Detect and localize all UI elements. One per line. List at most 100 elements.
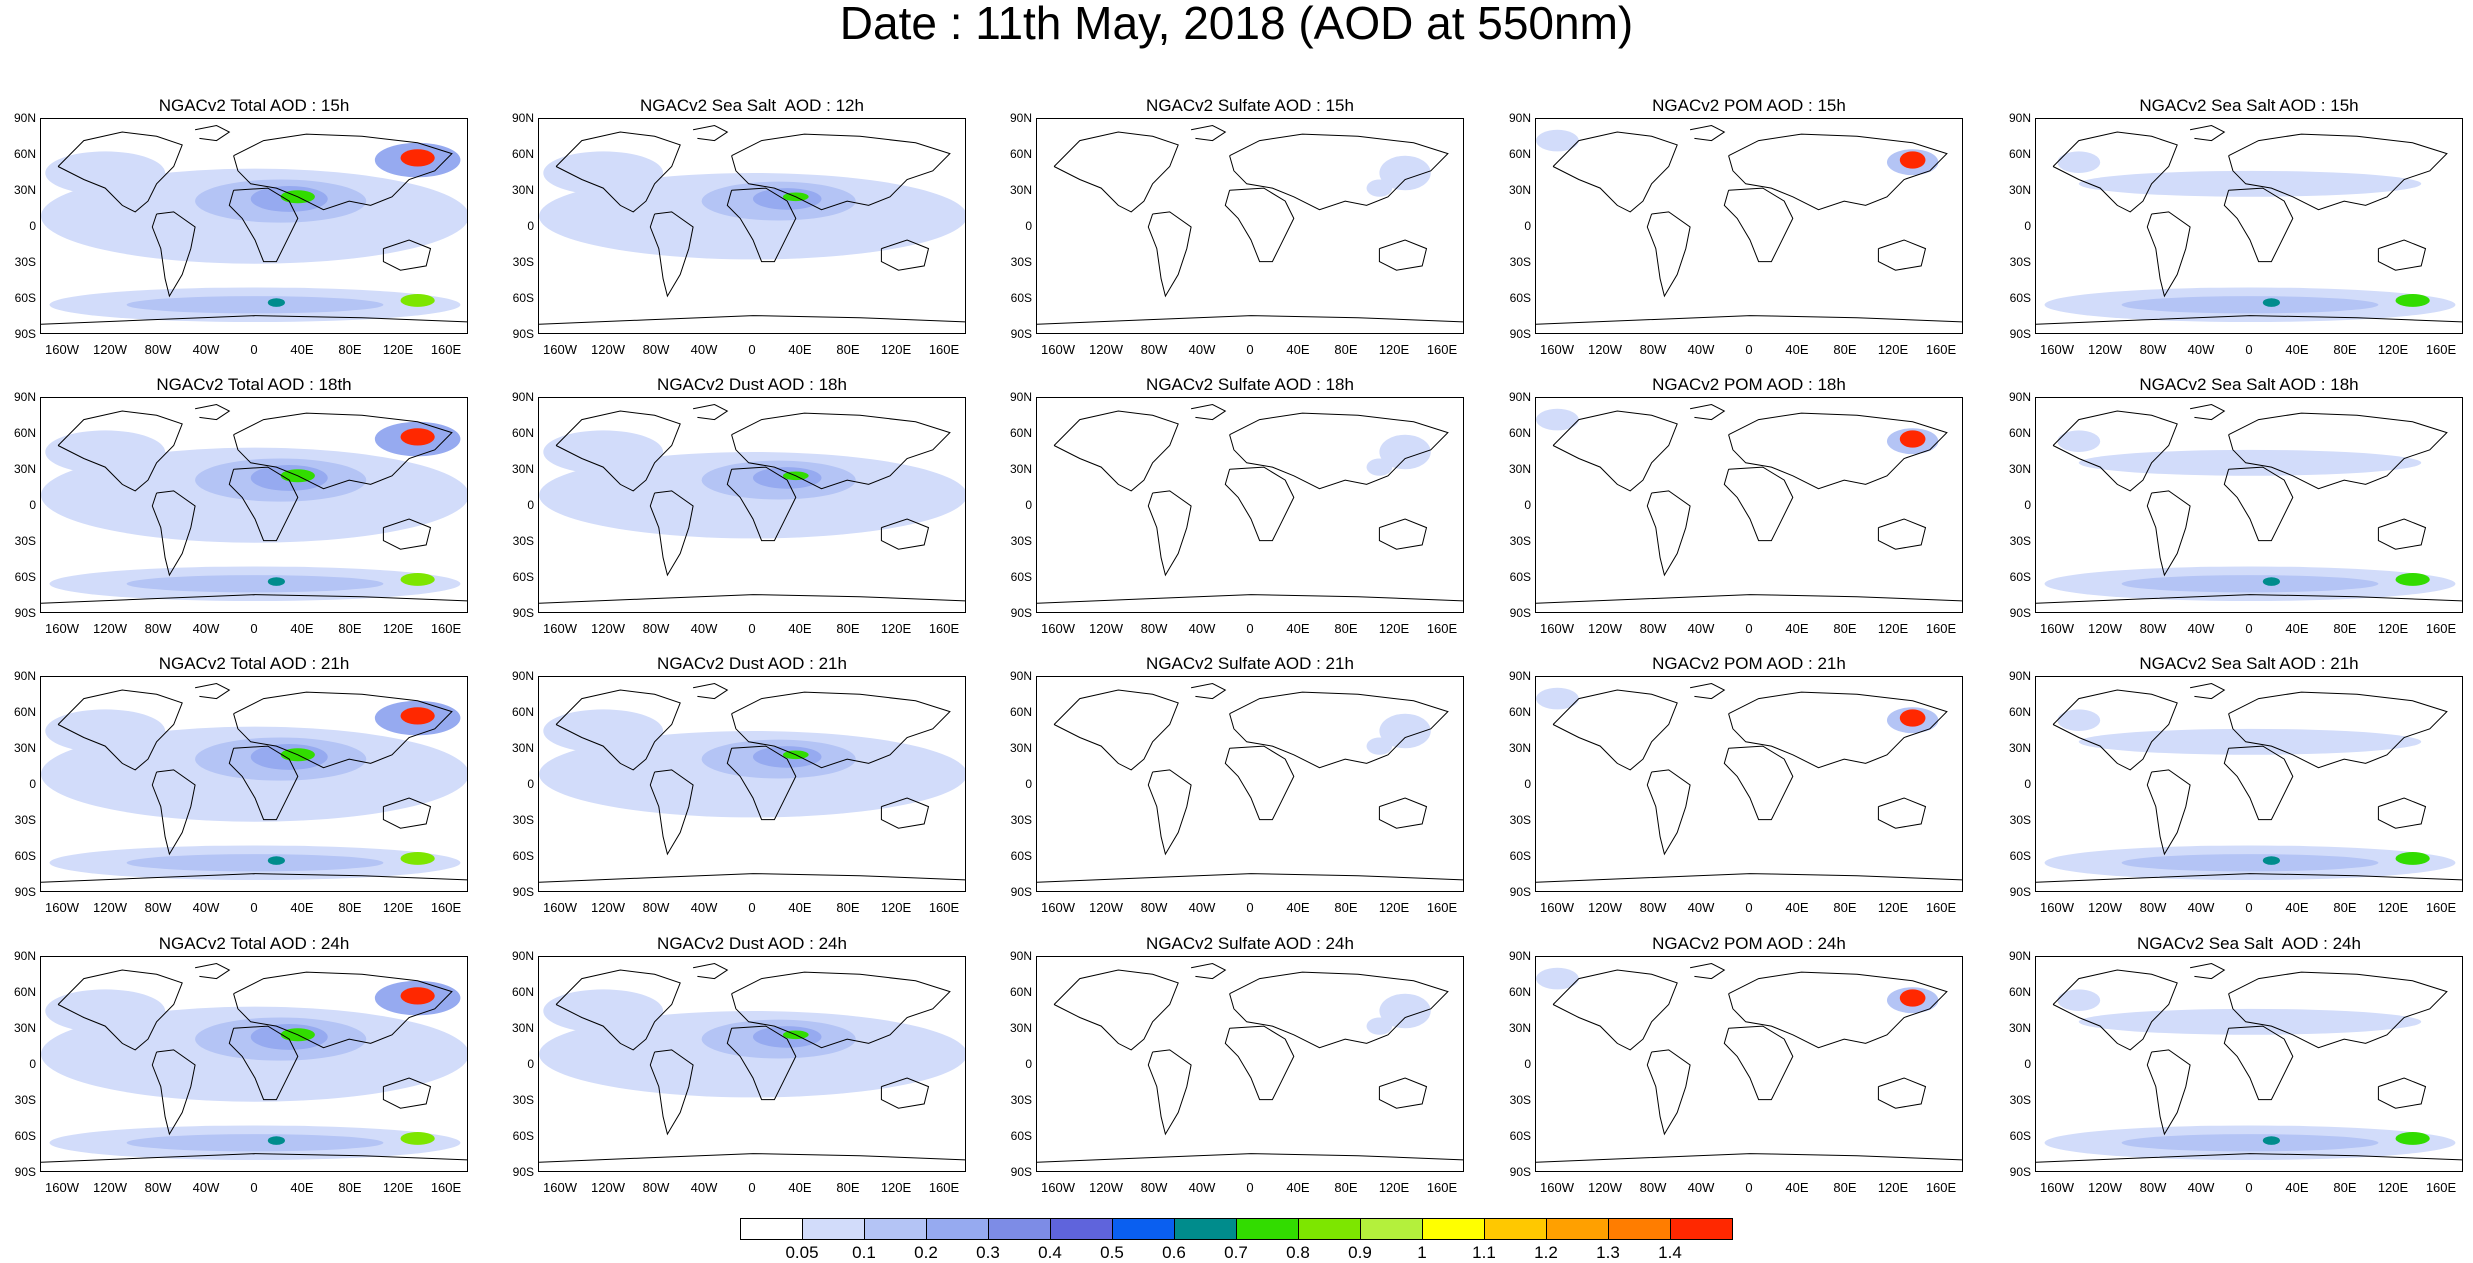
figure-title: Date : 11th May, 2018 (AOD at 550nm): [839, 0, 1634, 49]
coastline: [151, 769, 196, 856]
lat-tick-label: 60N: [1508, 147, 1531, 161]
coastline: [555, 131, 681, 213]
lon-tick-label: 160E: [1925, 1180, 1957, 1195]
lat-tick-label: 90N: [13, 111, 36, 125]
aod-map: [1036, 118, 1464, 334]
lon-tick-label: 160E: [430, 1180, 462, 1195]
coastline: [228, 466, 299, 542]
coastline: [1224, 466, 1295, 542]
aod-field-patch: [543, 989, 664, 1033]
lon-tick-label: 120E: [1877, 342, 1909, 357]
lat-tick-label: 30S: [1010, 1093, 1032, 1107]
lon-tick-label: 160E: [1925, 342, 1957, 357]
lon-tick-label: 40W: [1687, 1180, 1715, 1195]
coastline: [1646, 769, 1691, 856]
lat-tick-label: 90S: [14, 885, 36, 899]
lon-tick-label: 160E: [430, 621, 462, 636]
lon-tick-label: 120W: [2088, 1180, 2122, 1195]
lat-tick-label: 60S: [1010, 849, 1032, 863]
lat-tick-label: 0: [1025, 219, 1032, 233]
lon-tick-label: 80W: [2139, 342, 2167, 357]
coastline: [2146, 1049, 2191, 1136]
lat-tick-label: 90S: [14, 327, 36, 341]
colorbar-label: 0.1: [852, 1243, 876, 1262]
lon-tick-label: 80W: [1639, 1180, 1667, 1195]
colorbar-swatch: [926, 1218, 989, 1240]
lon-tick-label: 40E: [1785, 342, 1809, 357]
coastline: [382, 518, 432, 550]
lat-tick-label: 0: [29, 1057, 36, 1071]
aod-map: [40, 118, 468, 334]
coastline: [41, 1153, 467, 1163]
coastline: [41, 873, 467, 883]
aod-field-patch: [1379, 155, 1431, 191]
coastline: [1229, 691, 1449, 769]
lon-tick-label: 160E: [928, 342, 960, 357]
lat-tick-label: 30N: [511, 741, 534, 755]
lat-tick-label: 30S: [512, 534, 534, 548]
aod-field-patch: [2262, 856, 2280, 865]
lon-tick-label: 120W: [93, 621, 127, 636]
coastline: [57, 689, 183, 771]
lon-tick-label: 0: [2245, 342, 2253, 357]
coastline: [555, 689, 681, 771]
lat-tick-label: 60S: [512, 291, 534, 305]
lat-tick-label: 30N: [13, 183, 36, 197]
lat-tick-label: 0: [1025, 498, 1032, 512]
colorbar-label: 1: [1417, 1243, 1427, 1262]
lon-tick-label: 0: [1745, 900, 1753, 915]
coastline: [233, 133, 453, 211]
aod-field-patch: [1536, 967, 1579, 990]
lon-tick-label: 160W: [2040, 621, 2074, 636]
colorbar-swatch: [1360, 1218, 1423, 1240]
lon-tick-label: 120E: [880, 621, 912, 636]
lon-tick-label: 160E: [928, 621, 960, 636]
coastline: [1378, 797, 1428, 829]
lat-tick-label: 60S: [1010, 570, 1032, 584]
colorbar-label: 0.6: [1162, 1243, 1186, 1262]
lon-tick-label: 120E: [1378, 621, 1410, 636]
lon-tick-label: 0: [1745, 1180, 1753, 1195]
aod-map: [538, 118, 966, 334]
lon-tick-label: 120E: [382, 621, 414, 636]
lat-tick-label: 90S: [2009, 1165, 2031, 1179]
coastline: [1037, 1153, 1463, 1163]
lat-tick-label: 30S: [512, 1093, 534, 1107]
aod-field-patch: [1379, 993, 1431, 1029]
lat-tick-label: 60N: [13, 147, 36, 161]
aod-field-patch: [2395, 851, 2430, 865]
lon-tick-label: 40W: [1188, 621, 1216, 636]
coastline: [382, 797, 432, 829]
lon-tick-label: 160W: [1540, 342, 1574, 357]
lon-tick-label: 80E: [836, 342, 860, 357]
coastline: [880, 518, 930, 550]
colorbar-label: 1.2: [1534, 1243, 1558, 1262]
coastline: [2036, 873, 2462, 883]
aod-field-patch: [2057, 709, 2101, 731]
lat-tick-label: 60S: [512, 849, 534, 863]
aod-field-patch: [45, 151, 166, 195]
lat-tick-label: 30N: [2008, 462, 2031, 476]
coastline: [1224, 745, 1295, 821]
lon-tick-label: 160E: [928, 900, 960, 915]
lat-tick-label: 60S: [1010, 1129, 1032, 1143]
coastline: [1378, 518, 1428, 550]
coastline: [1053, 131, 1179, 213]
lon-tick-label: 40W: [1687, 621, 1715, 636]
lon-tick-label: 160W: [1041, 1180, 1075, 1195]
lat-tick-label: 0: [29, 219, 36, 233]
lon-tick-label: 40E: [2285, 621, 2309, 636]
lat-tick-label: 90N: [2008, 111, 2031, 125]
aod-field-patch: [400, 707, 435, 725]
coastline: [1053, 969, 1179, 1051]
lat-tick-label: 30N: [2008, 1021, 2031, 1035]
lat-tick-label: 90N: [1009, 949, 1032, 963]
panel-title: NGACv2 Dust AOD : 21h: [657, 654, 847, 673]
lat-tick-label: 60S: [1509, 849, 1531, 863]
lon-tick-label: 120W: [591, 342, 625, 357]
aod-field-patch: [2078, 449, 2422, 476]
lon-tick-label: 0: [748, 342, 756, 357]
lon-tick-label: 120W: [1588, 900, 1622, 915]
lon-tick-label: 80W: [642, 900, 670, 915]
lat-tick-label: 60S: [1010, 291, 1032, 305]
